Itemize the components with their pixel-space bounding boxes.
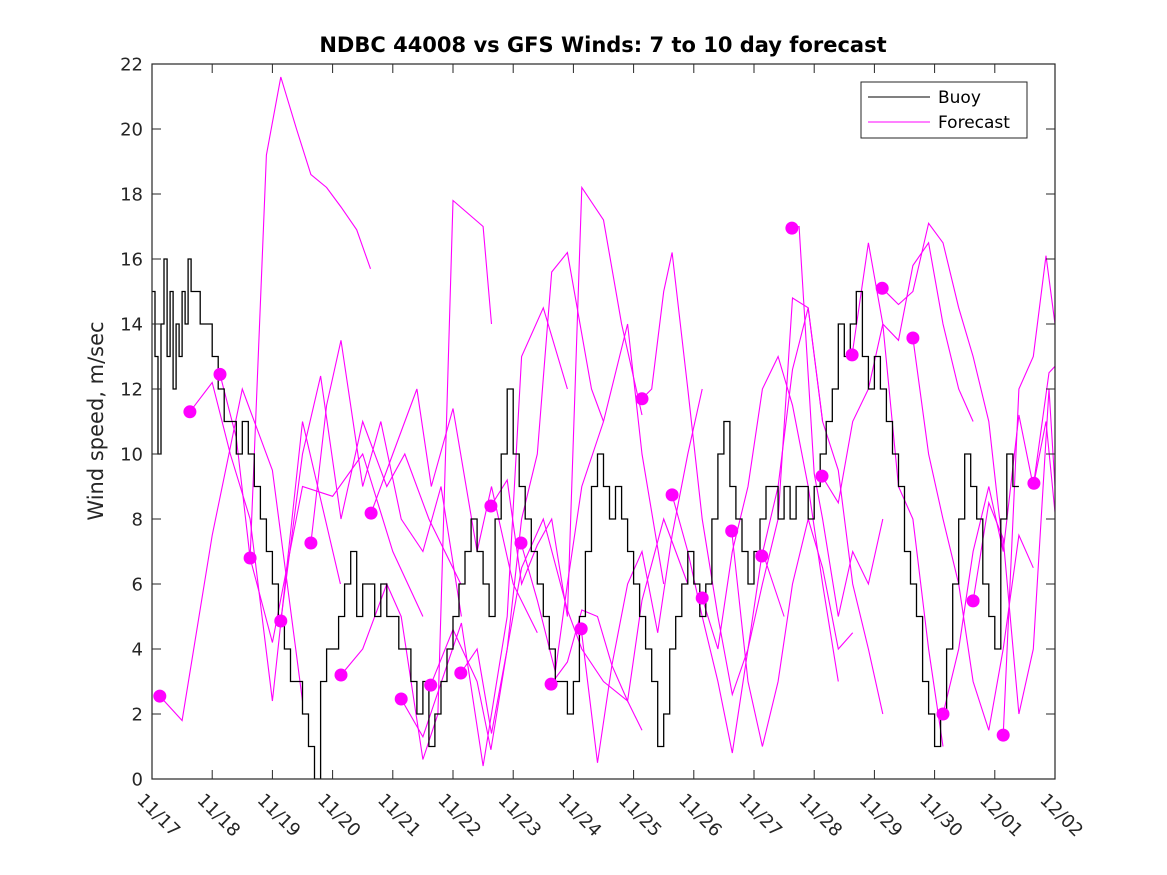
forecast-line-11	[490, 185, 643, 617]
y-tick-label: 8	[132, 510, 143, 531]
forecast-start-point	[936, 707, 950, 721]
forecast-start-point	[183, 405, 197, 419]
forecast-line-23	[881, 222, 1004, 552]
y-tick-label: 12	[120, 380, 143, 401]
forecast-start-point	[785, 221, 799, 235]
forecast-line-4	[280, 375, 462, 622]
series-layer	[152, 76, 1055, 779]
forecast-line-9	[430, 251, 605, 750]
forecast-line-3	[249, 452, 424, 643]
axes-frame	[151, 63, 1056, 780]
forecast-start-point	[484, 499, 498, 513]
forecast-start-point	[845, 348, 859, 362]
y-tick-label: 14	[120, 315, 143, 336]
forecast-line-1	[189, 381, 341, 702]
forecast-start-point	[1027, 476, 1041, 490]
forecast-line-18	[731, 516, 854, 747]
y-tick-label: 2	[132, 705, 143, 726]
y-tick-label: 20	[120, 120, 143, 141]
y-tick-label: 6	[132, 575, 143, 596]
forecast-line-22	[851, 241, 974, 422]
legend-label-buoy: Buoy	[938, 88, 981, 108]
forecast-start-point	[966, 594, 980, 608]
y-tick-label: 0	[132, 770, 143, 791]
forecast-start-point	[454, 666, 468, 680]
forecast-line-0	[159, 387, 304, 722]
forecast-line-6	[340, 199, 493, 760]
forecast-line-27	[1002, 255, 1055, 736]
forecast-line-10	[460, 517, 643, 734]
forecast-start-point	[243, 551, 257, 565]
forecast-start-point	[815, 469, 829, 483]
forecast-line-28	[1033, 421, 1055, 513]
y-axis-label: Wind speed, m/sec	[84, 321, 108, 520]
forecast-line-25	[942, 365, 1055, 715]
forecast-start-point	[996, 728, 1010, 742]
forecast-line-20	[791, 225, 884, 617]
forecast-start-point	[304, 536, 318, 550]
forecast-line-12	[520, 323, 665, 672]
y-tick-label: 16	[120, 250, 143, 271]
forecast-line-17	[701, 354, 839, 682]
buoy-line	[152, 258, 1019, 779]
forecast-start-point	[695, 591, 709, 605]
forecast-line-15	[641, 252, 785, 697]
forecast-line-8	[400, 306, 568, 767]
chart-title: NDBC 44008 vs GFS Winds: 7 to 10 day for…	[319, 33, 886, 57]
forecast-line-7	[370, 388, 538, 634]
legend-box	[860, 81, 1028, 139]
forecast-start-point	[274, 614, 288, 628]
forecast-start-point	[906, 331, 920, 345]
forecast-line-5	[310, 340, 462, 617]
forecast-start-point	[725, 524, 739, 538]
forecast-line-19	[761, 307, 884, 715]
forecast-start-point	[544, 677, 558, 691]
legend: Buoy Forecast	[860, 81, 1028, 139]
legend-label-forecast: Forecast	[938, 113, 1010, 133]
forecast-start-point	[574, 622, 588, 636]
forecast-line-24	[912, 337, 1034, 731]
forecast-start-point	[213, 367, 227, 381]
forecast-line-14	[580, 388, 703, 763]
forecast-start-point	[665, 488, 679, 502]
forecast-start-point	[424, 678, 438, 692]
forecast-start-point	[635, 392, 649, 406]
y-tick-label: 4	[132, 640, 143, 661]
forecast-start-point	[153, 689, 167, 703]
forecast-start-point	[394, 692, 408, 706]
forecast-start-point	[875, 281, 889, 295]
y-tick-label: 22	[120, 55, 143, 76]
forecast-start-point	[364, 506, 378, 520]
y-tick-label: 18	[120, 185, 143, 206]
forecast-start-point	[755, 549, 769, 563]
forecast-start-point	[514, 536, 528, 550]
forecast-start-point	[334, 668, 348, 682]
forecast-line-2	[219, 76, 372, 559]
y-tick-label: 10	[120, 445, 143, 466]
